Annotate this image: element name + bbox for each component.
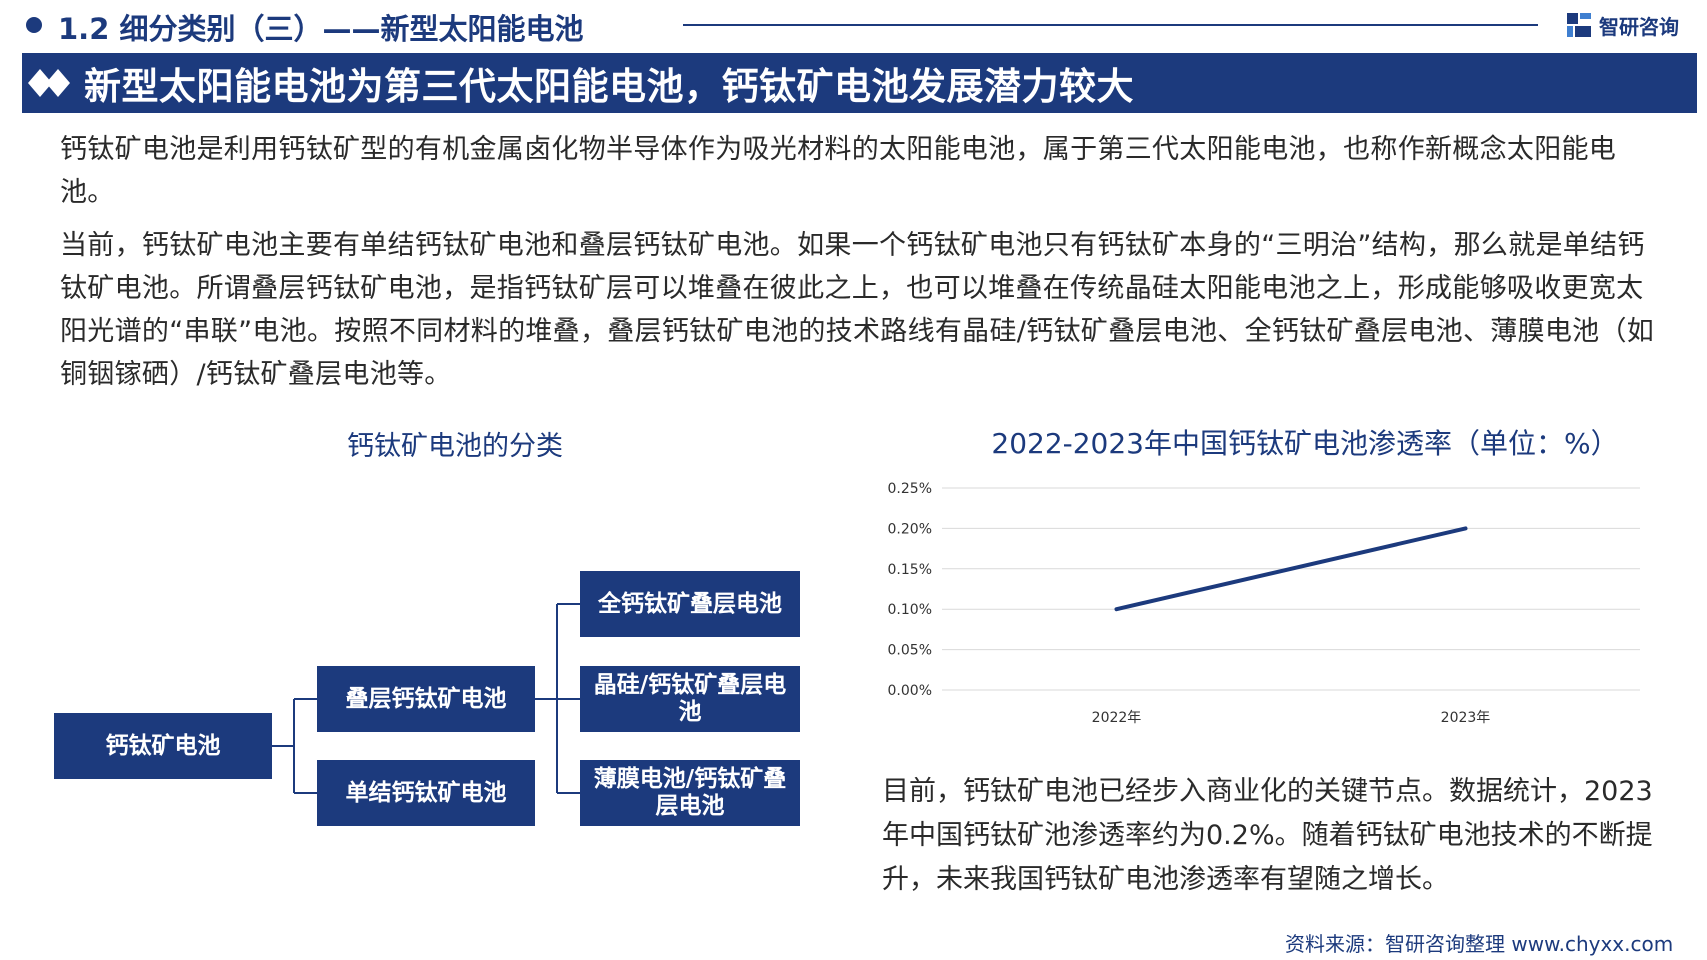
series-line: [1114, 526, 1468, 612]
chart-x-axis: 2022年 2023年: [1092, 710, 1491, 726]
x-tick-label: 2023年: [1441, 710, 1491, 726]
intro-paragraph: 钙钛矿电池是利用钙钛矿型的有机金属卤化物半导体作为吸光材料的太阳能电池，属于第三…: [60, 134, 1617, 208]
brand-logo: 智研咨询: [1567, 11, 1679, 40]
tree-node-all-perovskite-tandem: 全钙钛矿叠层电池: [580, 571, 800, 637]
section-bullet-icon: [26, 17, 42, 33]
penetration-line-chart: 0.00% 0.05% 0.10% 0.15% 0.20% 0.25% 2022年 2023…: [888, 481, 1640, 726]
chart-series: [1114, 526, 1468, 612]
tree-node-silicon-perovskite-tandem: 晶硅/钙钛矿叠层电池: [580, 666, 800, 732]
tree-node-single-junction-cell: 单结钙钛矿电池: [317, 760, 535, 826]
y-tick-label: 0.25%: [888, 481, 932, 497]
tree-node-thin-film-perovskite-tandem: 薄膜电池/钙钛矿叠层电池: [580, 760, 800, 826]
y-tick-label: 0.05%: [888, 643, 932, 659]
chart-commentary: 目前，钙钛矿电池已经步入商业化的关键节点。数据统计，2023年中国钙钛矿池渗透率…: [882, 776, 1653, 895]
tree-title: 钙钛矿电池的分类: [347, 431, 563, 462]
y-tick-label: 0.20%: [888, 521, 932, 537]
chart-title: 2022-2023年中国钙钛矿电池渗透率（单位：%）: [991, 427, 1619, 460]
chart-y-axis: 0.00% 0.05% 0.10% 0.15% 0.20% 0.25%: [888, 481, 932, 699]
section-title: 1.2 细分类别（三）——新型太阳能电池: [58, 12, 584, 46]
logo-icon: [1567, 12, 1591, 37]
header-divider: [683, 24, 1538, 26]
headline-banner: 新型太阳能电池为第三代太阳能电池，钙钛矿电池发展潜力较大: [22, 53, 1697, 113]
chart-gridlines: [942, 487, 1640, 691]
double-diamond-icon: [28, 69, 70, 97]
y-tick-label: 0.10%: [888, 602, 932, 618]
classification-paragraph: 当前，钙钛矿电池主要有单结钙钛矿电池和叠层钙钛矿电池。如果一个钙钛矿电池只有钙钛…: [60, 230, 1655, 390]
y-tick-label: 0.15%: [888, 562, 932, 578]
tree-node-perovskite-cell: 钙钛矿电池: [54, 713, 272, 779]
logo-text: 智研咨询: [1599, 15, 1679, 39]
tree-node-tandem-cell: 叠层钙钛矿电池: [317, 666, 535, 732]
source-note: 资料来源：智研咨询整理 www.chyxx.com: [1285, 932, 1674, 956]
x-tick-label: 2022年: [1092, 710, 1142, 726]
headline-text: 新型太阳能电池为第三代太阳能电池，钙钛矿电池发展潜力较大: [84, 65, 1134, 108]
y-tick-label: 0.00%: [888, 683, 932, 699]
